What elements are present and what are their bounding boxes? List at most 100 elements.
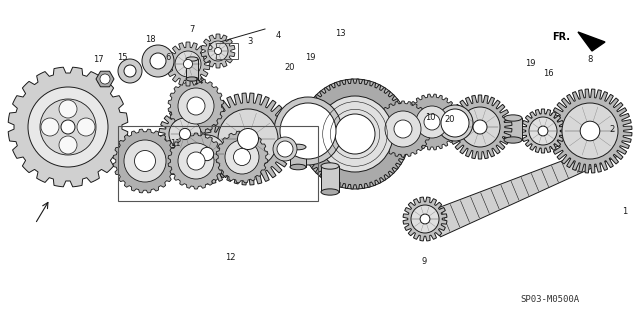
Circle shape	[187, 152, 205, 170]
Text: 19: 19	[305, 53, 316, 62]
Circle shape	[280, 103, 336, 159]
Text: 7: 7	[189, 25, 195, 33]
Ellipse shape	[290, 144, 306, 150]
Circle shape	[59, 136, 77, 154]
Circle shape	[385, 111, 421, 147]
Polygon shape	[202, 93, 294, 185]
Circle shape	[208, 41, 228, 61]
Circle shape	[77, 118, 95, 136]
Polygon shape	[8, 67, 128, 187]
Bar	[216, 43, 238, 59]
Ellipse shape	[186, 77, 198, 81]
Circle shape	[580, 121, 600, 141]
Circle shape	[273, 137, 297, 161]
Circle shape	[124, 140, 166, 182]
Circle shape	[437, 105, 473, 141]
Circle shape	[41, 118, 59, 136]
Circle shape	[175, 51, 201, 77]
Bar	[186, 59, 198, 79]
Circle shape	[214, 48, 221, 55]
Text: 9: 9	[421, 256, 427, 265]
Circle shape	[529, 117, 557, 145]
Circle shape	[142, 45, 174, 77]
Circle shape	[179, 129, 191, 140]
Text: SP03-M0500A: SP03-M0500A	[520, 294, 580, 303]
Circle shape	[441, 109, 469, 137]
Circle shape	[178, 143, 214, 179]
Circle shape	[218, 109, 278, 169]
Polygon shape	[300, 79, 410, 189]
Circle shape	[538, 126, 548, 136]
Polygon shape	[216, 131, 268, 183]
Circle shape	[234, 149, 250, 166]
Polygon shape	[96, 71, 114, 87]
Circle shape	[61, 120, 75, 134]
Circle shape	[317, 96, 393, 172]
Ellipse shape	[321, 163, 339, 169]
Circle shape	[124, 65, 136, 77]
Text: 12: 12	[225, 253, 236, 262]
Bar	[290, 147, 306, 167]
Bar	[504, 118, 522, 140]
Circle shape	[416, 106, 448, 138]
Text: 6: 6	[165, 53, 171, 62]
Circle shape	[473, 120, 487, 134]
Text: 18: 18	[145, 34, 156, 43]
Bar	[118, 126, 318, 201]
Text: 15: 15	[116, 53, 127, 62]
Polygon shape	[375, 101, 431, 157]
Circle shape	[237, 129, 259, 150]
Circle shape	[28, 87, 108, 167]
Polygon shape	[201, 34, 235, 68]
Text: 14: 14	[193, 77, 204, 85]
Text: 19: 19	[525, 60, 535, 69]
Circle shape	[424, 114, 440, 130]
Circle shape	[134, 151, 156, 172]
Circle shape	[59, 100, 77, 118]
Circle shape	[118, 59, 142, 83]
Text: 4: 4	[275, 32, 280, 41]
Text: 1: 1	[622, 206, 628, 216]
Text: 5: 5	[207, 42, 212, 51]
Ellipse shape	[504, 115, 522, 121]
Circle shape	[188, 135, 226, 173]
Polygon shape	[429, 142, 618, 237]
Text: 16: 16	[543, 70, 554, 78]
Polygon shape	[578, 32, 605, 51]
Circle shape	[169, 118, 201, 150]
Bar	[321, 166, 339, 192]
Text: 3: 3	[247, 36, 253, 46]
Polygon shape	[166, 42, 210, 86]
Polygon shape	[168, 133, 224, 189]
Polygon shape	[159, 108, 211, 160]
Circle shape	[200, 147, 214, 161]
Circle shape	[277, 141, 293, 157]
Polygon shape	[548, 89, 632, 173]
Circle shape	[187, 97, 205, 115]
Circle shape	[394, 120, 412, 138]
Polygon shape	[521, 109, 565, 153]
Text: 11: 11	[170, 139, 180, 149]
Circle shape	[562, 103, 618, 159]
Circle shape	[150, 53, 166, 69]
Circle shape	[460, 107, 500, 147]
Text: 20: 20	[445, 115, 455, 123]
Text: 2: 2	[609, 124, 614, 133]
Text: 8: 8	[588, 55, 593, 63]
Circle shape	[274, 97, 342, 165]
Circle shape	[184, 59, 193, 69]
Circle shape	[300, 79, 410, 189]
Text: 17: 17	[93, 55, 103, 63]
Circle shape	[225, 140, 259, 174]
Polygon shape	[177, 124, 237, 184]
Circle shape	[411, 205, 439, 233]
Circle shape	[335, 114, 375, 154]
Polygon shape	[404, 94, 460, 150]
Ellipse shape	[321, 189, 339, 195]
Text: 20: 20	[285, 63, 295, 71]
Polygon shape	[113, 129, 177, 193]
Circle shape	[40, 99, 96, 155]
Ellipse shape	[290, 164, 306, 170]
Circle shape	[100, 74, 110, 84]
Polygon shape	[403, 197, 447, 241]
